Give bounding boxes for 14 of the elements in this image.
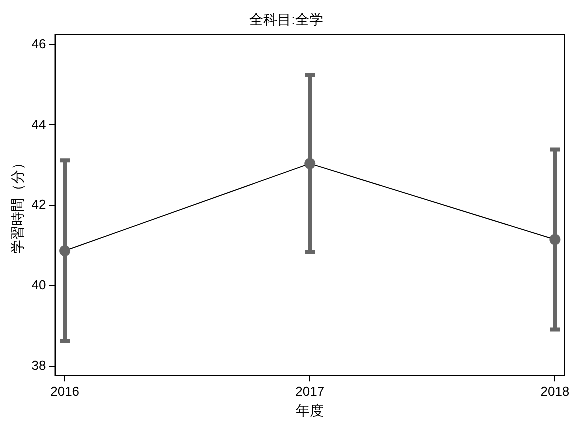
point xyxy=(304,158,316,170)
x-tick-label: 2017 xyxy=(296,384,325,399)
x-tick-label: 2016 xyxy=(50,384,80,399)
point xyxy=(550,234,561,246)
y-tick-label: 42 xyxy=(32,197,46,212)
y-tick-label: 40 xyxy=(32,278,46,293)
point xyxy=(60,246,71,257)
y-tick-label: 46 xyxy=(32,36,46,52)
y-tick-label: 44 xyxy=(32,116,46,132)
chart-title: 全科目:全学 xyxy=(250,11,324,28)
x-tick-label: 2018 xyxy=(540,384,570,399)
y-tick-label: 38 xyxy=(32,358,46,373)
x-axis-title: 年度 xyxy=(296,402,324,418)
y-axis-title: 学習時間（分） xyxy=(9,156,26,254)
